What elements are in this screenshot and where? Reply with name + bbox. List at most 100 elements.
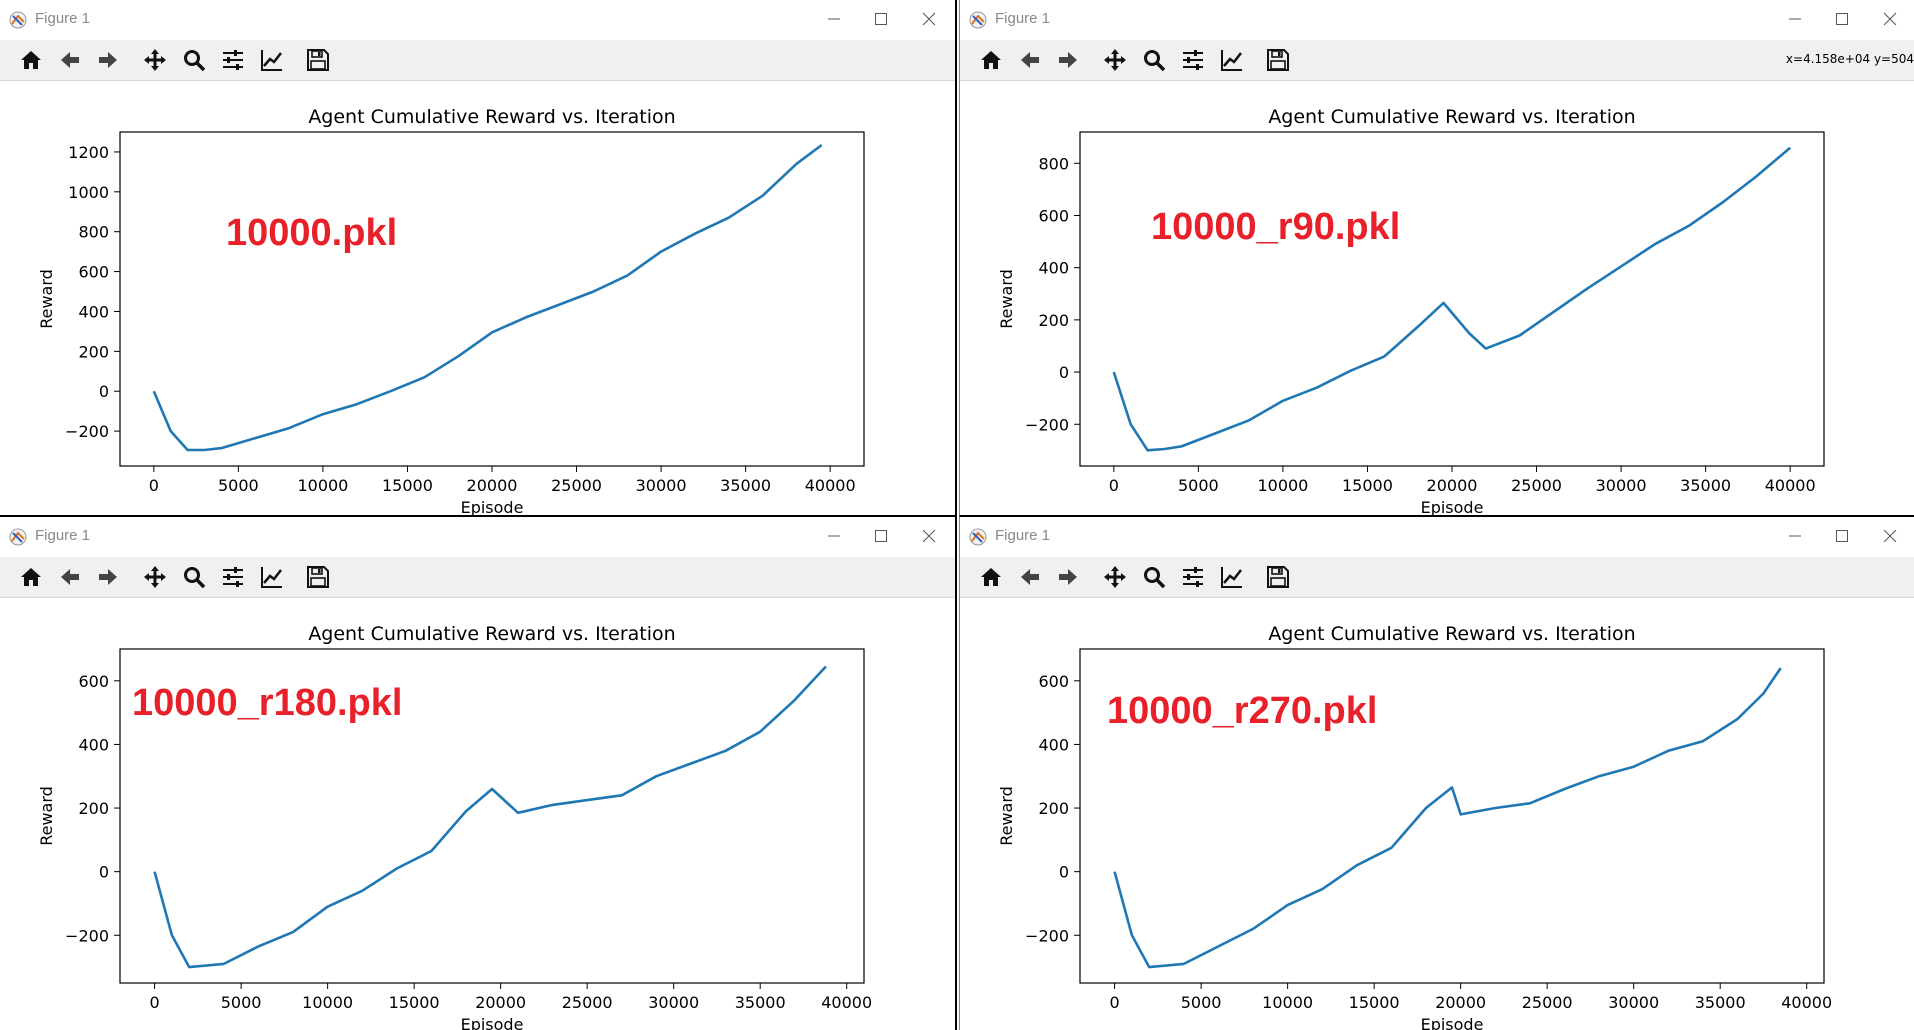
minimize-icon	[828, 18, 840, 20]
x-tick-label: 25000	[562, 993, 613, 1012]
x-axis-label: Episode	[1421, 498, 1484, 515]
forward-button[interactable]	[1053, 46, 1083, 74]
x-tick-label: 5000	[218, 476, 259, 495]
x-tick-label: 0	[1110, 993, 1120, 1012]
x-tick-label: 40000	[1781, 993, 1832, 1012]
subplots-button[interactable]	[1178, 46, 1208, 74]
y-axis-label: Reward	[37, 269, 56, 329]
y-tick-label: 0	[1059, 863, 1069, 882]
plot-canvas[interactable]: Agent Cumulative Reward vs. Iteration 0 50…	[0, 81, 957, 515]
edit-curves-button[interactable]	[257, 563, 287, 591]
subplots-button[interactable]	[218, 46, 248, 74]
chart-title: Agent Cumulative Reward vs. Iteration	[308, 623, 675, 645]
back-button[interactable]	[1015, 46, 1045, 74]
save-button[interactable]	[1263, 46, 1293, 74]
close-button[interactable]	[909, 523, 949, 549]
maximize-button[interactable]	[861, 6, 901, 32]
x-tick-label: 10000	[302, 993, 353, 1012]
axes-frame	[1079, 648, 1825, 984]
save-button[interactable]	[303, 46, 333, 74]
x-tick-label: 35000	[720, 476, 771, 495]
home-icon	[981, 568, 1001, 586]
plot-canvas[interactable]: Agent Cumulative Reward vs. Iteration 0 50…	[960, 81, 1914, 515]
window-titlebar[interactable]: Figure 1	[960, 517, 1914, 555]
navigation-toolbar	[0, 40, 955, 81]
back-button[interactable]	[55, 563, 85, 591]
arrow-right-icon	[99, 569, 117, 585]
navigation-toolbar	[0, 557, 955, 598]
minimize-button[interactable]	[1775, 523, 1815, 549]
x-tick-label: 5000	[221, 993, 262, 1012]
x-tick-label: 10000	[1257, 476, 1308, 495]
zoom-button[interactable]	[179, 46, 209, 74]
zoom-button[interactable]	[1139, 46, 1169, 74]
pan-button[interactable]	[140, 563, 170, 591]
home-button[interactable]	[976, 563, 1006, 591]
figure-window: Figure 1	[0, 0, 957, 515]
x-tick-label: 5000	[1181, 993, 1222, 1012]
home-icon	[21, 568, 41, 586]
x-tick-label: 15000	[389, 993, 440, 1012]
maximize-button[interactable]	[1822, 6, 1862, 32]
pan-button[interactable]	[140, 46, 170, 74]
save-button[interactable]	[1263, 563, 1293, 591]
subplots-button[interactable]	[1178, 563, 1208, 591]
arrow-right-icon	[1059, 569, 1077, 585]
close-icon	[922, 529, 936, 543]
arrow-left-icon	[61, 52, 79, 68]
save-icon	[307, 49, 329, 71]
minimize-button[interactable]	[814, 523, 854, 549]
close-icon	[922, 12, 936, 26]
subplots-button[interactable]	[218, 563, 248, 591]
x-tick-label: 10000	[1262, 993, 1313, 1012]
edit-curves-button[interactable]	[1217, 563, 1247, 591]
minimize-button[interactable]	[1775, 6, 1815, 32]
y-tick-label: −200	[1025, 415, 1069, 434]
edit-curves-button[interactable]	[257, 46, 287, 74]
close-icon	[1883, 12, 1897, 26]
home-button[interactable]	[976, 46, 1006, 74]
x-tick-label: 0	[150, 993, 160, 1012]
close-button[interactable]	[1870, 6, 1910, 32]
back-button[interactable]	[1015, 563, 1045, 591]
x-tick-label: 10000	[297, 476, 348, 495]
save-button[interactable]	[303, 563, 333, 591]
forward-button[interactable]	[93, 563, 123, 591]
maximize-button[interactable]	[861, 523, 901, 549]
magnifier-icon	[184, 50, 206, 72]
y-tick-label: −200	[65, 422, 109, 441]
pan-button[interactable]	[1100, 46, 1130, 74]
home-button[interactable]	[16, 46, 46, 74]
zoom-button[interactable]	[179, 563, 209, 591]
reward-series-line	[152, 143, 823, 452]
app-icon	[969, 528, 987, 546]
window-titlebar[interactable]: Figure 1	[960, 0, 1914, 38]
axes-frame	[119, 648, 865, 984]
maximize-icon	[1836, 530, 1848, 542]
pan-button[interactable]	[1100, 563, 1130, 591]
plot-canvas[interactable]: Agent Cumulative Reward vs. Iteration 0 50…	[960, 598, 1914, 1030]
forward-button[interactable]	[93, 46, 123, 74]
y-tick-label: −200	[1025, 926, 1069, 945]
y-axis-label: Reward	[997, 786, 1016, 846]
edit-curves-button[interactable]	[1217, 46, 1247, 74]
plot-canvas[interactable]: Agent Cumulative Reward vs. Iteration 0 50…	[0, 598, 957, 1030]
minimize-button[interactable]	[814, 6, 854, 32]
back-button[interactable]	[55, 46, 85, 74]
home-button[interactable]	[16, 563, 46, 591]
window-titlebar[interactable]: Figure 1	[0, 517, 955, 555]
x-tick-label: 0	[1109, 476, 1119, 495]
x-axis-label: Episode	[1421, 1015, 1484, 1030]
overlay-label: 10000_r270.pkl	[1107, 690, 1378, 732]
maximize-button[interactable]	[1822, 523, 1862, 549]
sliders-icon	[223, 50, 243, 70]
forward-button[interactable]	[1053, 563, 1083, 591]
arrow-left-icon	[1021, 569, 1039, 585]
zoom-button[interactable]	[1139, 563, 1169, 591]
y-tick-label: 600	[1038, 207, 1069, 226]
window-titlebar[interactable]: Figure 1	[0, 0, 955, 38]
close-button[interactable]	[1870, 523, 1910, 549]
close-button[interactable]	[909, 6, 949, 32]
y-axis-label: Reward	[997, 269, 1016, 329]
x-tick-label: 30000	[1596, 476, 1647, 495]
